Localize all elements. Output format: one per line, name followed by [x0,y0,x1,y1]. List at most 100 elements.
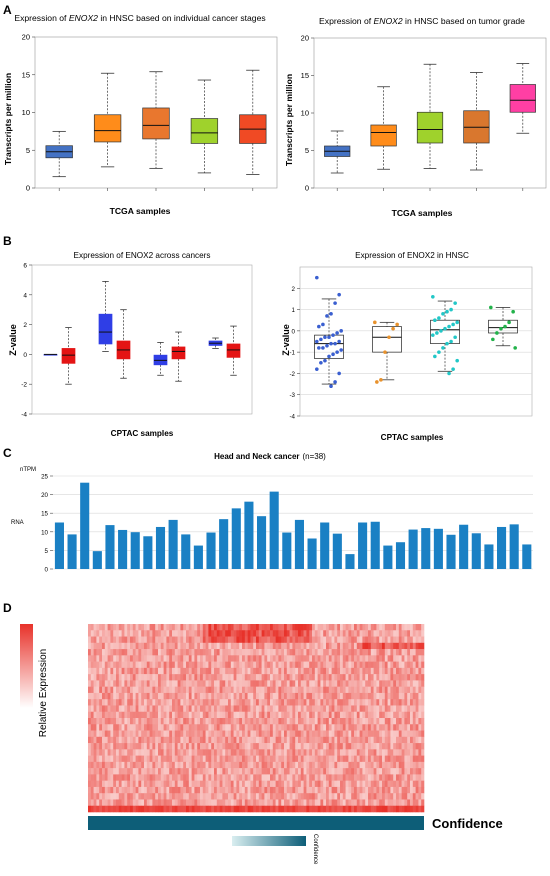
heatmap-cell [421,718,425,725]
heatmap-cell [127,768,131,775]
heatmap-cell [275,711,279,719]
heatmap-cell [390,786,394,794]
heatmap-cell [202,755,206,763]
heatmap-cell [141,655,145,662]
heatmap-cell [337,724,341,731]
heatmap-cell [331,755,335,763]
heatmap-cell [370,649,374,656]
heatmap-cell [295,642,299,650]
heatmap-cell [323,761,327,769]
heatmap-cell [365,649,369,656]
heatmap-cell [376,793,380,800]
heatmap-cell [328,793,332,800]
heatmap-cell [166,724,170,731]
heatmap-cell [356,680,360,687]
heatmap-cell [208,636,212,644]
heatmap-cell [174,624,178,631]
heatmap-cell [281,768,285,775]
heatmap-cell [90,755,94,763]
heatmap-cell [278,692,282,700]
heatmap-cell [410,730,414,738]
heatmap-cell [191,774,195,781]
heatmap-cell [90,736,94,744]
heatmap-cell [144,755,148,763]
heatmap-cell [219,680,223,687]
heatmap-cell [303,743,307,750]
confidence-legend-title: Confidence [312,834,318,865]
heatmap-cell [356,642,360,650]
heatmap-cell [102,761,106,769]
heatmap-cell [303,680,307,687]
heatmap-cell [132,730,136,738]
heatmap-cell [160,692,164,700]
heatmap-cell [144,649,148,656]
heatmap-cell [393,761,397,769]
heatmap-cell [99,799,103,807]
heatmap-cell [110,674,114,681]
heatmap-cell [160,805,164,813]
data-point [499,326,503,331]
heatmap-cell [124,667,128,675]
heatmap-cell [309,730,313,738]
heatmap-cell [415,749,419,756]
heatmap-cell [384,730,388,738]
heatmap-cell [407,711,411,719]
heatmap-cell [340,736,344,744]
heatmap-cell [169,705,173,713]
heatmap-cell [407,793,411,800]
heatmap-cell [396,768,400,775]
heatmap-cell [370,805,374,813]
heatmap-cell [233,761,237,769]
heatmap-cell [127,780,131,788]
chart-b-cancers: Expression of ENOX2 across cancers CPTAC… [8,251,253,438]
heatmap-cell [286,649,290,656]
heatmap-cell [331,655,335,662]
heatmap-cell [214,667,218,675]
heatmap-cell [222,736,226,744]
heatmap-cell [401,630,405,637]
heatmap-cell [317,686,321,694]
bar [383,545,393,569]
heatmap-cell [180,680,184,687]
heatmap-cell [379,786,383,794]
heatmap-cell [384,624,388,631]
heatmap-cell [132,755,136,763]
heatmap-cell [124,680,128,687]
heatmap-cell [298,636,302,644]
heatmap-cell [202,718,206,725]
heatmap-cell [88,761,92,769]
heatmap-cell [144,749,148,756]
heatmap-cell [298,749,302,756]
heatmap-cell [404,699,408,706]
heatmap-cell [289,699,293,706]
heatmap-cell [180,768,184,775]
heatmap-cell [130,630,134,637]
heatmap-cell [356,793,360,800]
heatmap-cell [110,805,114,813]
heatmap-cell [219,667,223,675]
heatmap-cell [242,699,246,706]
heatmap-cell [261,680,265,687]
heatmap-cell [121,793,125,800]
heatmap-cell [88,630,92,637]
heatmap-cell [298,649,302,656]
heatmap-cell [233,649,237,656]
heatmap-cell [118,636,122,644]
bar [67,534,77,569]
heatmap-cell [169,624,173,631]
heatmap-cell [177,649,181,656]
heatmap-cell [211,674,215,681]
heatmap-cell [152,724,156,731]
heatmap-cell [99,680,103,687]
heatmap-cell [197,761,201,769]
heatmap-cell [312,768,316,775]
heatmap-cell [270,630,274,637]
heatmap-cell [314,624,318,631]
heatmap-cell [208,780,212,788]
heatmap-cell [407,724,411,731]
heatmap-cell [390,667,394,675]
bar [408,529,418,569]
heatmap-cell [236,793,240,800]
heatmap-cell [166,730,170,738]
heatmap-cell [166,655,170,662]
